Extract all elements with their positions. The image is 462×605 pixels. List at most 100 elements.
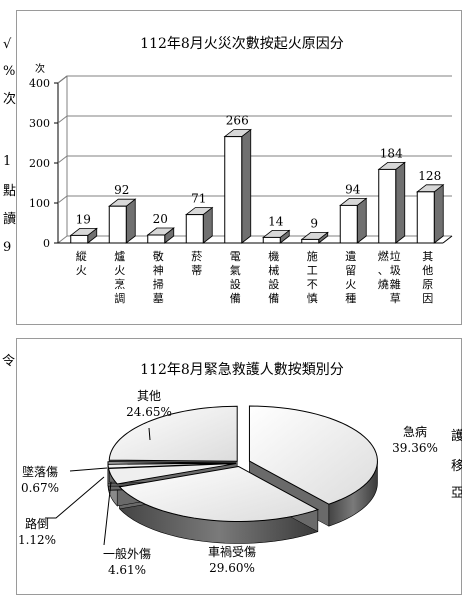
bar-x-tick-char: 遺 bbox=[345, 249, 356, 263]
bar-x-tick-char: 因 bbox=[422, 292, 433, 305]
pie-slice-name: 其他 bbox=[137, 389, 161, 403]
left-margin-char: √ bbox=[3, 37, 12, 52]
right-margin-text: 護移亞 bbox=[451, 428, 462, 501]
pie-label: 路倒 1.12% bbox=[18, 476, 105, 547]
bar-x-tick-char: 燃 bbox=[378, 249, 389, 263]
pie-slice-percent: 1.12% bbox=[18, 533, 56, 547]
pie-slice bbox=[118, 465, 320, 522]
bar-x-tick-char: 其 bbox=[422, 250, 433, 263]
pie-label: 車禍受傷 29.60% bbox=[208, 544, 256, 575]
bar-face bbox=[147, 234, 166, 244]
bar-x-tick-char: 備 bbox=[268, 292, 279, 305]
pie-chart-title: 112年8月緊急救護人數按類別分 bbox=[140, 362, 344, 378]
bar-x-tick-char: 菸 bbox=[191, 250, 202, 263]
pie-slice-percent: 0.67% bbox=[21, 481, 59, 495]
bar-y-tick-label: 0 bbox=[43, 237, 50, 250]
pie-slice-percent: 29.60% bbox=[209, 561, 255, 575]
bar-chart-y-ticks: 0 100 200 300 400 bbox=[29, 77, 58, 250]
left-margin-char: 讀 bbox=[3, 212, 16, 227]
bar-x-tick-char: 工 bbox=[307, 264, 318, 277]
left-margin-char: 1 bbox=[3, 154, 11, 169]
bar-side bbox=[356, 197, 367, 244]
pie-slice-percent: 39.36% bbox=[392, 441, 438, 455]
bar-value-label: 266 bbox=[226, 114, 249, 128]
pie-slice-name: 路倒 bbox=[25, 516, 49, 531]
bar-x-tick-char: 敬 bbox=[153, 250, 164, 263]
bar-x-tick-char: 電 bbox=[230, 250, 241, 263]
bar-x-tick-char: 神 bbox=[153, 263, 164, 277]
bar-x-tick-char: 械 bbox=[268, 263, 279, 277]
bar-x-tick-char: 種 bbox=[345, 291, 356, 305]
bar-x-tick-char: 留 bbox=[345, 264, 356, 277]
bar-value-label: 9 bbox=[310, 216, 318, 230]
bar bbox=[146, 227, 175, 244]
bar bbox=[223, 128, 252, 244]
bar bbox=[339, 197, 368, 244]
bar-value-label: 71 bbox=[191, 192, 206, 206]
left-margin-char: % bbox=[3, 64, 15, 79]
bar-y-tick-label: 100 bbox=[29, 197, 50, 210]
bar-x-tick-label: 菸蒂 bbox=[191, 250, 202, 277]
bar-face bbox=[262, 236, 281, 244]
bar-x-tick-char: 掃 bbox=[153, 277, 164, 291]
pie-slice bbox=[107, 461, 237, 465]
bar-value-label: 184 bbox=[380, 146, 403, 160]
bar-value-label: 20 bbox=[153, 212, 168, 226]
pie-slice bbox=[248, 405, 378, 505]
left-margin-char: 點 bbox=[3, 184, 16, 199]
bar-floor-edge bbox=[442, 235, 453, 244]
right-margin-char: 移 bbox=[451, 459, 462, 474]
pie-slice-name: 車禍受傷 bbox=[208, 544, 256, 559]
pie-leader-line bbox=[45, 476, 105, 519]
bar-x-tick-char: 設 bbox=[230, 277, 241, 291]
bar-x-tick-char: 火 bbox=[345, 278, 356, 291]
pie-label: 急病 39.36% bbox=[392, 424, 438, 455]
pie-slice-name: 急病 bbox=[403, 424, 427, 439]
bar-x-tick-char: 火 bbox=[76, 264, 87, 277]
bar-grid-diagonal bbox=[57, 235, 68, 244]
bar-y-tick-label: 300 bbox=[29, 117, 50, 130]
bar-chart-bars: 19 92 20 71 266 14 9 94 184 128 bbox=[69, 114, 445, 244]
left-margin-text: √% 次 1 點讀 9 令 bbox=[2, 37, 16, 369]
bar-x-tick-char: 爐 bbox=[114, 249, 125, 263]
left-margin-char: 次 bbox=[3, 91, 16, 107]
bar-face bbox=[70, 234, 89, 244]
bar-x-tick-char: 調 bbox=[114, 291, 125, 305]
bar-face bbox=[301, 238, 320, 244]
bar-x-tick-char: 原 bbox=[422, 278, 433, 291]
bar-face bbox=[416, 191, 435, 244]
bar-x-tick-char: 施 bbox=[307, 250, 318, 263]
bar-side bbox=[433, 183, 444, 244]
bar bbox=[69, 227, 98, 244]
bar-side bbox=[241, 128, 252, 244]
bar-x-tick-char: 慎 bbox=[307, 291, 318, 305]
bar-x-tick-char: 燒 bbox=[378, 277, 389, 291]
pie-label: 其他 24.65% bbox=[126, 389, 172, 441]
bar-x-tick-char: 垃 bbox=[390, 249, 401, 263]
bar-face bbox=[378, 168, 397, 244]
pie-slice-percent: 24.65% bbox=[126, 405, 172, 419]
pie-label: 墜落傷 0.67% bbox=[21, 464, 108, 495]
bar-x-tick-char: 縱 bbox=[76, 249, 87, 263]
bar-value-label: 128 bbox=[418, 169, 441, 183]
bar-chart-y-axis-label: 次 bbox=[35, 62, 45, 75]
bar-grid-diagonal bbox=[57, 155, 68, 164]
bar-face bbox=[339, 204, 358, 244]
bar-grid-diagonal bbox=[57, 115, 68, 124]
bar-chart-title: 112年8月火災次數按起火原因分 bbox=[140, 36, 344, 52]
bar-value-label: 14 bbox=[268, 214, 284, 228]
bar-grid-diagonal bbox=[57, 195, 68, 204]
bar-grid-diagonal bbox=[57, 75, 68, 84]
left-margin-char: 9 bbox=[3, 240, 11, 255]
bar-x-tick-char: 雜 bbox=[390, 277, 401, 291]
bar-x-tick-char: 備 bbox=[230, 292, 241, 305]
bar-value-label: 92 bbox=[114, 183, 129, 197]
